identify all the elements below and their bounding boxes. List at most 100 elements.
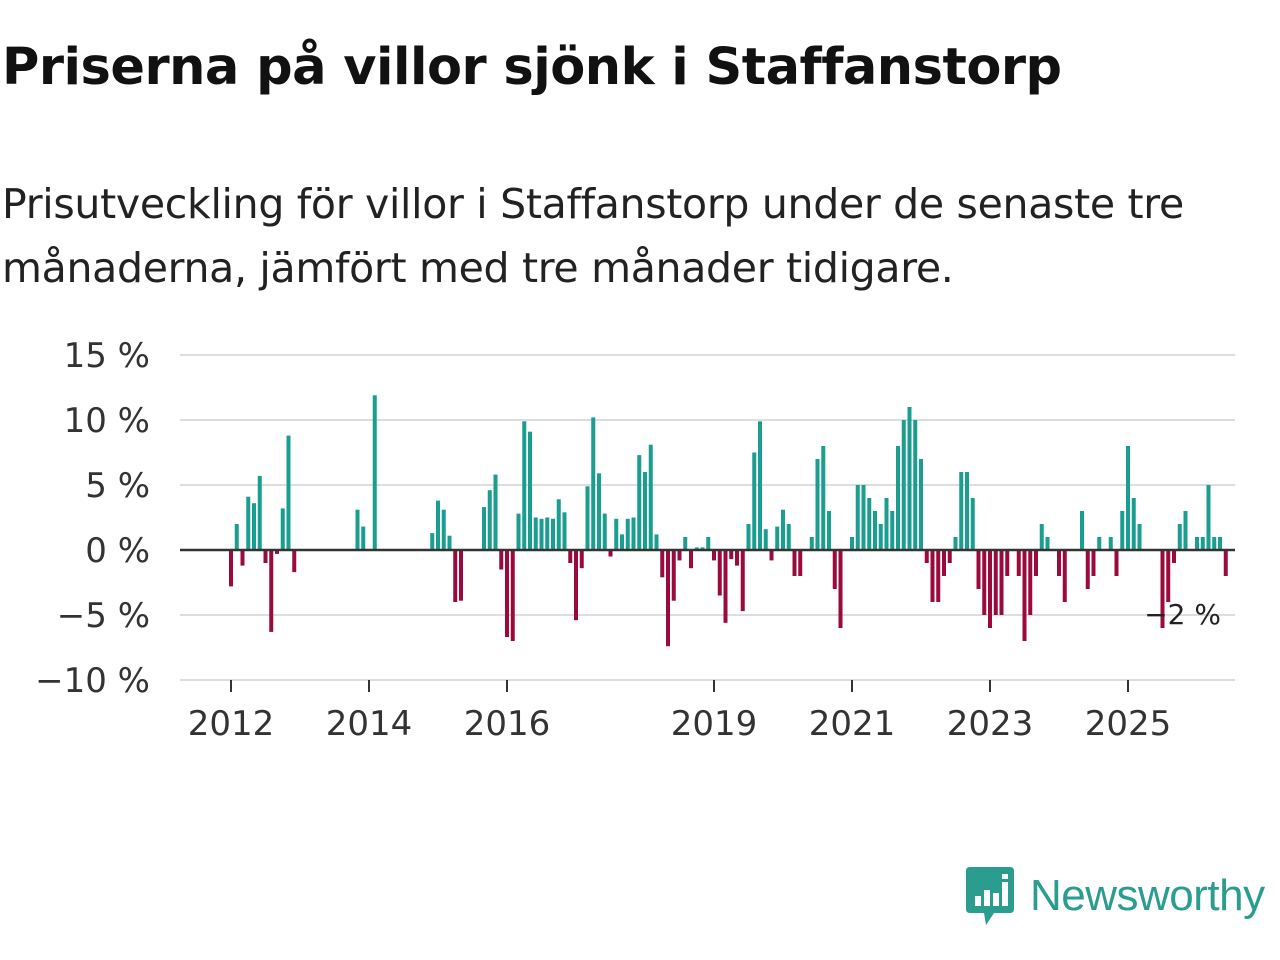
bar <box>988 550 992 628</box>
bar <box>355 509 360 550</box>
bar <box>522 421 527 550</box>
bar <box>1057 550 1061 576</box>
bar <box>970 498 975 550</box>
bar <box>574 550 578 621</box>
bar <box>372 395 377 550</box>
bar <box>1062 550 1067 602</box>
y-tick-label: 10 % <box>64 401 150 441</box>
x-axis-ticks: 2012 2014 2016 2019 2021 2023 2025 <box>188 680 1171 744</box>
bar <box>516 513 521 550</box>
bar <box>1085 550 1090 589</box>
bar <box>1080 511 1084 550</box>
bar <box>982 550 987 615</box>
bar <box>1166 550 1171 602</box>
bar <box>1212 537 1217 550</box>
bar <box>683 537 688 550</box>
bar <box>660 550 665 578</box>
bar <box>1172 550 1176 563</box>
gridlines <box>180 354 1235 681</box>
bar <box>1097 537 1102 550</box>
newsworthy-logo[interactable]: Newsworthy <box>964 864 1265 928</box>
bar <box>729 550 734 560</box>
bar <box>499 550 504 570</box>
bar <box>712 550 716 561</box>
bar <box>286 435 291 550</box>
bar <box>763 529 768 550</box>
bar <box>959 472 964 550</box>
bar <box>591 417 596 550</box>
bar <box>821 446 826 550</box>
bar <box>769 550 774 561</box>
logo-text: Newsworthy <box>1030 871 1265 920</box>
y-tick-label: −10 % <box>35 661 150 701</box>
bar <box>1206 485 1211 550</box>
bar <box>838 550 843 628</box>
bar <box>740 550 745 612</box>
bar <box>809 537 814 550</box>
bar <box>850 537 854 550</box>
x-tick-label: 2019 <box>671 704 758 744</box>
bar <box>832 550 837 589</box>
y-tick-label: 5 % <box>85 466 150 506</box>
bar <box>1028 550 1033 615</box>
y-tick-label: 15 % <box>64 336 150 376</box>
bar <box>637 455 642 550</box>
bar <box>1091 550 1096 576</box>
bar <box>1039 524 1044 550</box>
bar <box>579 550 584 569</box>
x-tick-label: 2023 <box>947 704 1034 744</box>
bar <box>1160 550 1165 628</box>
bar-series <box>180 395 1235 647</box>
bar <box>1108 537 1113 550</box>
y-tick-label: −5 % <box>57 596 150 636</box>
bar <box>735 550 739 566</box>
bar <box>447 535 452 550</box>
bar <box>878 524 883 550</box>
bar <box>867 498 872 550</box>
bar <box>775 526 780 550</box>
bar <box>706 537 711 550</box>
bar <box>1005 550 1010 576</box>
x-tick-label: 2012 <box>188 704 275 744</box>
bar <box>487 490 492 550</box>
bar <box>528 431 532 550</box>
bar <box>292 550 297 573</box>
bar <box>666 550 670 647</box>
bar <box>1131 498 1136 550</box>
bar <box>263 550 268 563</box>
bar <box>873 511 877 550</box>
bar <box>1195 537 1199 550</box>
annotations: −2 % <box>1144 598 1221 631</box>
bar <box>1120 511 1125 550</box>
newsworthy-logo-icon <box>966 867 1014 925</box>
bar <box>752 452 757 550</box>
bar <box>551 518 555 550</box>
bar <box>361 526 366 550</box>
bar <box>671 550 676 601</box>
bar <box>890 511 895 550</box>
bar <box>924 550 929 563</box>
bar <box>815 459 820 550</box>
bar <box>896 446 900 550</box>
bar <box>855 485 860 550</box>
bar <box>907 407 912 550</box>
bar <box>798 550 803 576</box>
bar <box>234 524 239 550</box>
bar <box>269 550 274 632</box>
bar <box>539 518 544 550</box>
bar <box>1177 524 1182 550</box>
bar <box>597 473 601 550</box>
bar <box>441 509 446 550</box>
bar <box>620 534 624 550</box>
chart-subtitle: Prisutveckling för villor i Staffanstorp… <box>2 180 1184 292</box>
bar <box>677 550 682 561</box>
bar <box>1223 550 1228 576</box>
bar <box>1034 550 1038 576</box>
bar <box>947 550 952 563</box>
bar <box>1126 446 1130 550</box>
bar <box>459 550 463 601</box>
bar <box>482 507 486 550</box>
bar <box>229 550 233 587</box>
bar-chart: −10 % −5 % 0 % 5 % 10 % 15 % 2012 2014 2016 2019… <box>35 336 1235 744</box>
bar <box>510 550 515 641</box>
